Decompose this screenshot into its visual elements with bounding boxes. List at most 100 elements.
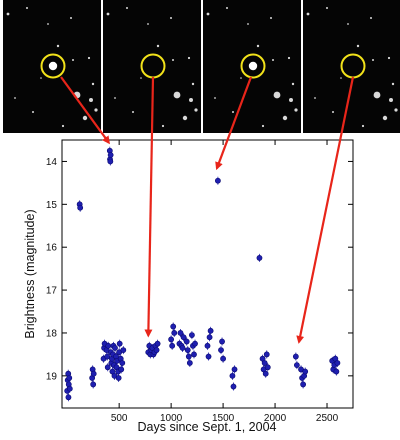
- star: [14, 97, 16, 99]
- data-point: [105, 342, 112, 349]
- x-tick-label: 500: [111, 413, 128, 424]
- data-point: [220, 355, 226, 362]
- data-point: [219, 338, 225, 345]
- star: [272, 59, 274, 61]
- data-point: [186, 360, 193, 366]
- star: [382, 115, 388, 121]
- star: [387, 56, 391, 60]
- star: [270, 17, 272, 19]
- star: [26, 7, 28, 9]
- star: [361, 124, 365, 128]
- star: [206, 12, 210, 16]
- star: [32, 111, 34, 113]
- data-points: [64, 146, 341, 402]
- star: [56, 44, 60, 48]
- star: [289, 98, 293, 102]
- star: [140, 77, 142, 79]
- data-point: [168, 336, 175, 343]
- star: [373, 91, 381, 99]
- data-point: [261, 360, 268, 366]
- data-point: [154, 340, 161, 347]
- data-point: [264, 364, 271, 371]
- star: [87, 56, 91, 60]
- star: [347, 23, 349, 25]
- star: [170, 17, 172, 19]
- star: [147, 23, 149, 25]
- star: [132, 111, 134, 113]
- data-point: [119, 360, 126, 366]
- star: [291, 82, 295, 86]
- star: [273, 91, 281, 99]
- star: [340, 77, 342, 79]
- star: [172, 59, 174, 61]
- data-point: [177, 330, 184, 336]
- star: [214, 97, 216, 99]
- pointer-arrow: [215, 76, 253, 171]
- pointer-arrows: [60, 76, 355, 344]
- axis-ticks: 500 1000 1500 2000 2500 14 15 16 17 18 19: [46, 140, 353, 424]
- data-point: [183, 338, 190, 345]
- star: [372, 59, 374, 61]
- data-point: [229, 372, 236, 379]
- data-point: [77, 204, 84, 211]
- data-point: [66, 375, 73, 381]
- data-point: [65, 394, 72, 401]
- data-point: [256, 255, 263, 261]
- x-tick-label: 2000: [264, 413, 287, 424]
- data-point: [214, 177, 221, 184]
- star: [294, 108, 298, 112]
- y-tick-label: 19: [46, 371, 58, 382]
- star: [114, 97, 116, 99]
- data-point: [185, 353, 192, 360]
- image-panel: [303, 0, 400, 133]
- data-point: [302, 368, 309, 375]
- data-point: [107, 158, 114, 165]
- star: [189, 98, 193, 102]
- data-point: [104, 364, 111, 371]
- star: [391, 82, 395, 86]
- x-tick-label: 1500: [212, 413, 235, 424]
- data-point: [300, 381, 307, 388]
- data-point: [333, 368, 340, 375]
- star: [126, 7, 128, 9]
- star: [161, 124, 165, 128]
- star: [194, 108, 198, 112]
- data-point: [206, 334, 213, 341]
- star: [394, 108, 398, 112]
- data-point: [292, 353, 299, 360]
- panel-background: [303, 0, 400, 133]
- star: [61, 124, 65, 128]
- target-star: [48, 61, 58, 71]
- star: [287, 56, 291, 60]
- data-point: [262, 370, 269, 377]
- star: [106, 12, 110, 16]
- star: [156, 44, 160, 48]
- x-axis-label: Days since Sept. 1, 2004: [138, 420, 277, 434]
- y-axis-label: Brightness (magnitude): [23, 209, 37, 338]
- data-point: [66, 385, 73, 392]
- data-point: [191, 351, 197, 358]
- data-point: [118, 366, 125, 373]
- data-point: [170, 323, 177, 330]
- star: [226, 7, 228, 9]
- star: [247, 23, 249, 25]
- star: [191, 82, 195, 86]
- star: [332, 111, 334, 113]
- image-panel: [3, 0, 101, 133]
- data-point: [192, 340, 198, 347]
- target-star: [248, 61, 258, 71]
- data-point: [90, 370, 97, 377]
- target-circle: [240, 53, 266, 79]
- data-point: [184, 347, 191, 354]
- x-tick-label: 1000: [160, 413, 183, 424]
- y-tick-label: 18: [46, 328, 58, 339]
- star: [314, 97, 316, 99]
- data-point: [104, 353, 111, 360]
- pointer-arrow: [60, 76, 110, 145]
- data-point: [169, 342, 176, 349]
- star: [306, 12, 310, 16]
- data-point: [107, 152, 114, 158]
- pointer-arrow: [144, 76, 155, 338]
- image-strip: [3, 0, 400, 133]
- star: [182, 115, 188, 121]
